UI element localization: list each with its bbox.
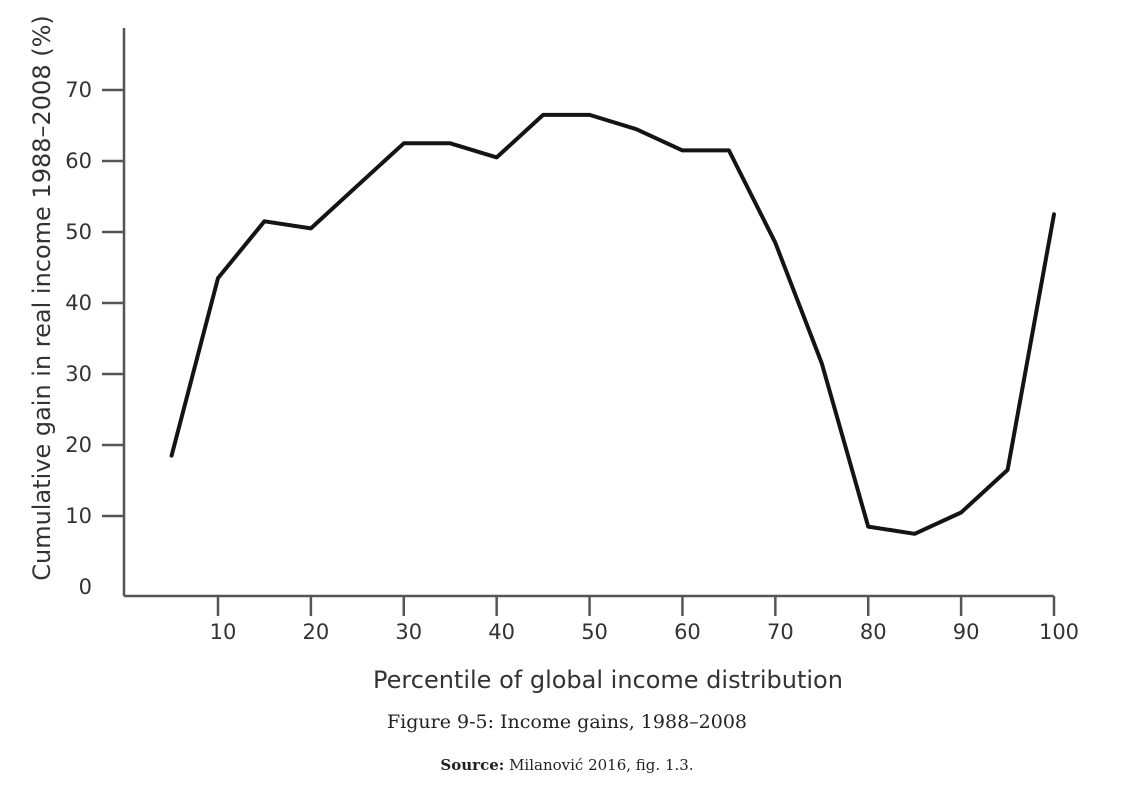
x-tick-label: 70 — [767, 620, 794, 644]
figure-caption: Figure 9-5: Income gains, 1988–2008 — [386, 711, 748, 733]
x-tick-label: 60 — [674, 620, 701, 644]
x-tick-label: 50 — [581, 620, 608, 644]
y-tick-label: 20 — [65, 433, 92, 457]
x-tick-label: 10 — [210, 620, 237, 644]
x-tick-label: 20 — [303, 620, 330, 644]
source-text: Milanović 2016, fig. 1.3. — [504, 756, 694, 774]
y-axis-title: Cumulative gain in real income 1988–2008… — [28, 15, 56, 581]
x-axis-ticks: 10 20 30 40 50 60 70 80 90 100 — [210, 596, 1079, 644]
y-tick-label: 10 — [65, 504, 92, 528]
income-gain-line — [169, 112, 1056, 536]
x-tick-label: 80 — [860, 620, 887, 644]
source-line: Source: Milanović 2016, fig. 1.3. — [0, 756, 1134, 774]
y-tick-label: 60 — [65, 149, 92, 173]
y-tick-label: 70 — [65, 78, 92, 102]
x-tick-label: 40 — [488, 620, 515, 644]
x-tick-label: 90 — [953, 620, 980, 644]
x-tick-label: 100 — [1039, 620, 1079, 644]
x-tick-label: 30 — [395, 620, 422, 644]
y-tick-label: 0 — [79, 575, 92, 599]
y-tick-label: 40 — [65, 291, 92, 315]
y-axis-ticks: 0 10 20 30 40 50 60 70 — [65, 78, 124, 599]
y-tick-label: 30 — [65, 362, 92, 386]
y-tick-label: 50 — [65, 220, 92, 244]
source-label: Source: — [440, 756, 505, 774]
x-axis-title: Percentile of global income distribution — [373, 666, 843, 694]
